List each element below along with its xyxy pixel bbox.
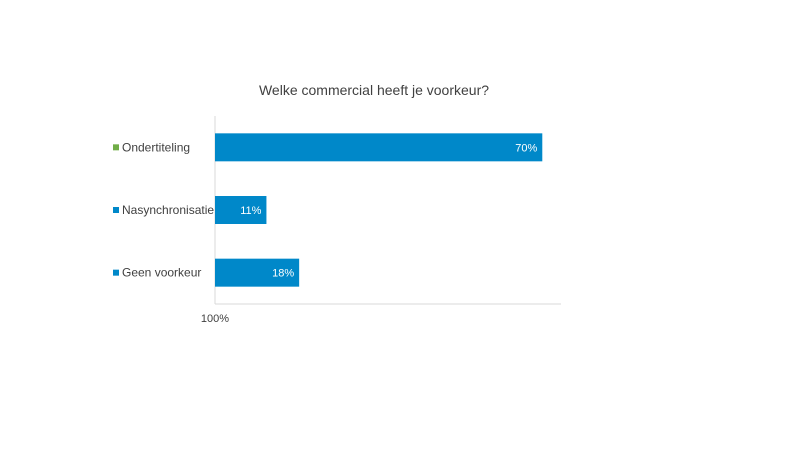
legend-marker-ondertiteling <box>113 144 119 151</box>
category-label-geen-voorkeur: Geen voorkeur <box>122 266 201 280</box>
bar-geen-voorkeur <box>215 258 300 287</box>
legend-marker-geen-voorkeur <box>113 269 119 276</box>
bar-ondertiteling <box>215 133 543 162</box>
data-label-nasynchronisatie: 11% <box>240 205 261 217</box>
chart-title: Welke commercial heeft je voorkeur? <box>258 82 490 98</box>
category-label-nasynchronisatie: Nasynchronisatie <box>122 203 214 217</box>
bar-nasynchronisatie <box>215 196 267 224</box>
data-label-ondertiteling: 70% <box>515 142 537 154</box>
category-label-ondertiteling: Ondertiteling <box>122 140 190 154</box>
legend-marker-nasynchronisatie <box>113 207 119 213</box>
data-label-geen-voorkeur: 18% <box>272 268 294 280</box>
x-tick-label: 100% <box>201 313 229 325</box>
